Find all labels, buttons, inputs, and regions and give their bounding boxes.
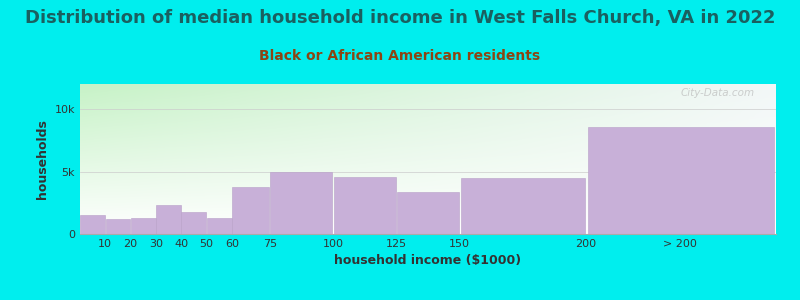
Bar: [156, 205, 181, 234]
Bar: [232, 187, 270, 234]
X-axis label: household income ($1000): household income ($1000): [334, 254, 522, 267]
Bar: [461, 178, 585, 234]
Text: Black or African American residents: Black or African American residents: [259, 50, 541, 64]
Bar: [588, 127, 774, 234]
Bar: [334, 176, 396, 234]
Bar: [270, 172, 333, 234]
Bar: [131, 218, 156, 234]
Text: City-Data.com: City-Data.com: [681, 88, 755, 98]
Bar: [397, 191, 459, 234]
Bar: [80, 215, 105, 234]
Bar: [106, 219, 130, 234]
Bar: [182, 212, 206, 234]
Y-axis label: households: households: [36, 119, 49, 199]
Bar: [206, 218, 232, 234]
Text: Distribution of median household income in West Falls Church, VA in 2022: Distribution of median household income …: [25, 9, 775, 27]
